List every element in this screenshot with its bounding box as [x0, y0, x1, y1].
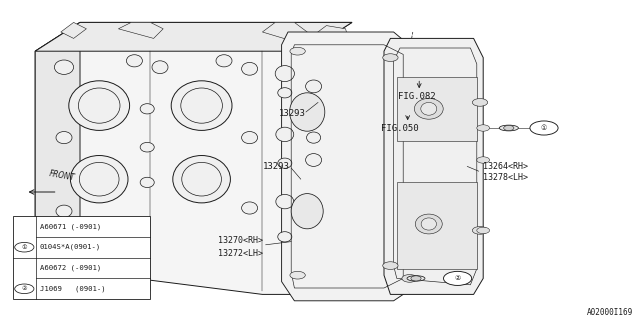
Ellipse shape: [172, 81, 232, 131]
Ellipse shape: [54, 60, 74, 74]
Ellipse shape: [242, 202, 258, 214]
Ellipse shape: [407, 276, 425, 281]
Text: 13293: 13293: [278, 109, 305, 118]
Ellipse shape: [307, 132, 321, 143]
Circle shape: [477, 157, 490, 163]
Polygon shape: [397, 77, 477, 141]
Circle shape: [383, 54, 398, 61]
Ellipse shape: [242, 62, 258, 75]
Ellipse shape: [173, 156, 230, 203]
Text: 13264<RH>: 13264<RH>: [483, 162, 528, 171]
Ellipse shape: [70, 156, 128, 203]
Text: 13272<LH>: 13272<LH>: [218, 249, 262, 258]
Ellipse shape: [152, 61, 168, 74]
Text: ①: ①: [22, 245, 27, 250]
Circle shape: [383, 262, 398, 269]
Ellipse shape: [278, 88, 292, 98]
Ellipse shape: [242, 132, 258, 144]
Ellipse shape: [69, 81, 129, 131]
Ellipse shape: [140, 104, 154, 114]
Text: J1069   (0901-): J1069 (0901-): [40, 285, 106, 292]
Text: 13278<LH>: 13278<LH>: [483, 173, 528, 182]
Circle shape: [477, 125, 490, 131]
Polygon shape: [384, 38, 483, 294]
Polygon shape: [61, 22, 86, 38]
Ellipse shape: [421, 218, 436, 230]
Bar: [13, 216, 150, 299]
Ellipse shape: [499, 125, 518, 131]
Circle shape: [477, 227, 490, 234]
Circle shape: [411, 276, 421, 281]
Text: A60672 (-0901): A60672 (-0901): [40, 265, 101, 271]
Polygon shape: [262, 22, 307, 42]
Ellipse shape: [276, 194, 294, 209]
Ellipse shape: [275, 66, 294, 82]
Text: A02000I169: A02000I169: [588, 308, 634, 317]
Circle shape: [15, 243, 34, 252]
Ellipse shape: [276, 127, 294, 141]
Text: ②: ②: [454, 276, 461, 281]
Ellipse shape: [127, 55, 143, 67]
Polygon shape: [35, 22, 80, 266]
Ellipse shape: [140, 142, 154, 152]
Ellipse shape: [415, 214, 442, 234]
Polygon shape: [118, 22, 163, 38]
Circle shape: [444, 271, 472, 285]
Ellipse shape: [56, 132, 72, 144]
Polygon shape: [282, 32, 413, 301]
Ellipse shape: [216, 55, 232, 67]
Circle shape: [15, 284, 34, 294]
Ellipse shape: [307, 205, 321, 217]
Ellipse shape: [306, 80, 322, 93]
Text: ①: ①: [541, 125, 547, 131]
Circle shape: [472, 227, 488, 234]
Ellipse shape: [56, 205, 72, 217]
Text: 13270<RH>: 13270<RH>: [218, 236, 262, 245]
Text: FRONT: FRONT: [48, 169, 75, 182]
Polygon shape: [397, 182, 477, 269]
Text: 13293: 13293: [262, 162, 289, 171]
Text: ②: ②: [22, 286, 27, 291]
Text: 0104S*A(0901-): 0104S*A(0901-): [40, 244, 101, 251]
Ellipse shape: [306, 154, 322, 166]
Circle shape: [472, 99, 488, 106]
Polygon shape: [35, 22, 352, 294]
Ellipse shape: [415, 98, 443, 119]
Ellipse shape: [278, 158, 292, 168]
Circle shape: [290, 47, 305, 55]
Ellipse shape: [421, 102, 436, 115]
Ellipse shape: [289, 93, 325, 131]
Text: A60671 (-0901): A60671 (-0901): [40, 223, 101, 230]
Text: FIG.082: FIG.082: [398, 92, 436, 101]
Ellipse shape: [140, 177, 154, 188]
Ellipse shape: [291, 194, 323, 229]
Polygon shape: [314, 26, 349, 42]
Ellipse shape: [278, 232, 292, 242]
Circle shape: [504, 125, 514, 131]
Circle shape: [402, 275, 417, 282]
Polygon shape: [35, 22, 352, 51]
Circle shape: [290, 271, 305, 279]
Text: FIG.050: FIG.050: [381, 124, 419, 133]
Circle shape: [530, 121, 558, 135]
